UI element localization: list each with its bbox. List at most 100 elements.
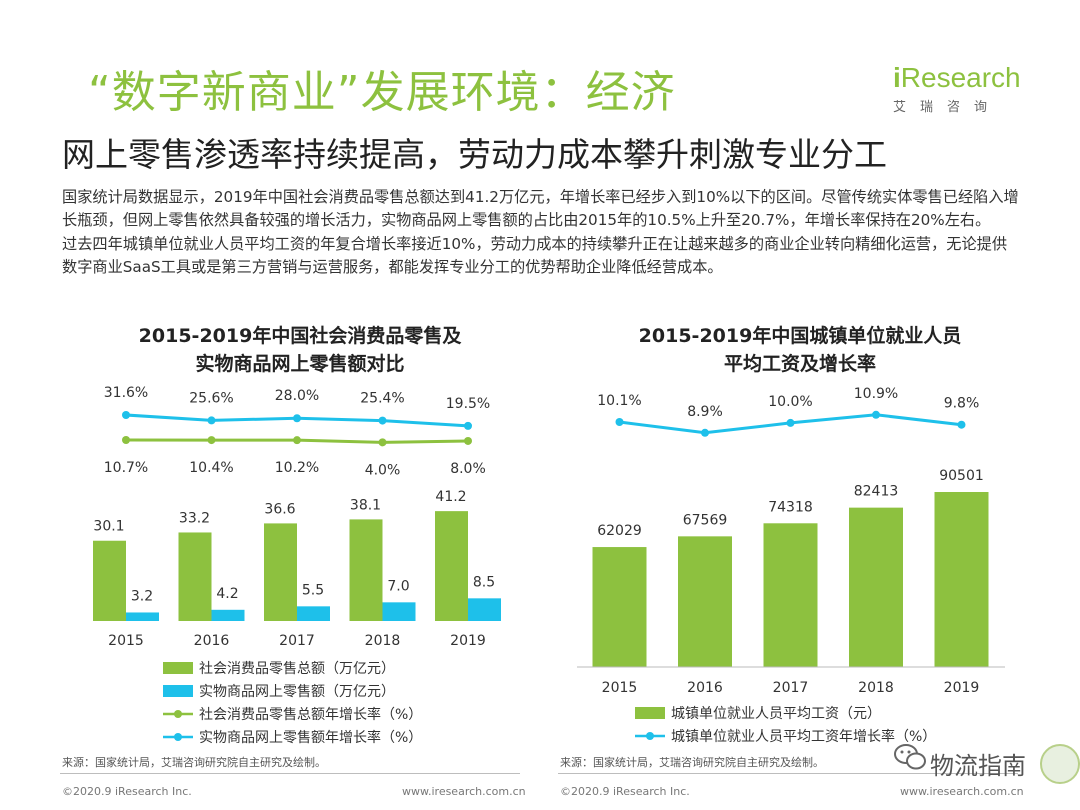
bar-label-online-retail: 5.5 — [302, 582, 324, 598]
bar-label-avg-wage: 82413 — [854, 484, 899, 500]
label-wage-growth: 10.1% — [597, 393, 641, 409]
bar-label-avg-wage: 62029 — [597, 523, 642, 539]
bar-label-retail-total: 33.2 — [179, 510, 210, 526]
bar-label-retail-total: 38.1 — [350, 497, 381, 513]
right-chart-title-line1: 2015-2019年中国城镇单位就业人员 — [638, 325, 962, 347]
legend-label: 实物商品网上零售额（万亿元） — [199, 684, 395, 700]
logo-wordmark: iResearch — [893, 62, 1028, 94]
iresearch-logo: iResearch 艾瑞咨询 — [893, 62, 1028, 124]
bar-online-retail — [468, 598, 501, 621]
bar-retail-total — [349, 519, 383, 621]
bar-label-avg-wage: 74318 — [768, 499, 813, 515]
wechat-icon — [894, 744, 926, 770]
legend-marker — [646, 732, 654, 740]
bar-label-online-retail: 4.2 — [216, 586, 238, 602]
watermark-avatar — [1040, 744, 1080, 784]
bar-label-avg-wage: 90501 — [939, 468, 984, 484]
label-retail-growth: 4.0% — [365, 462, 401, 478]
copyright-left: ©2020.9 iResearch Inc. — [62, 785, 192, 798]
bar-online-retail — [211, 609, 245, 621]
bar-avg-wage — [934, 492, 989, 667]
label-online-growth: 19.5% — [446, 396, 490, 412]
x-tick-label: 2017 — [773, 680, 809, 696]
label-retail-growth: 10.7% — [104, 460, 148, 476]
point-retail-growth — [464, 436, 472, 445]
label-wage-growth: 9.8% — [944, 396, 980, 412]
right-chart-title-line2: 平均工资及增长率 — [723, 353, 876, 375]
point-wage-growth — [701, 428, 709, 437]
point-retail-growth — [207, 436, 216, 445]
bar-label-online-retail: 7.0 — [387, 578, 409, 594]
point-retail-growth — [293, 436, 301, 445]
footer-divider-left — [60, 773, 520, 774]
bar-retail-total — [93, 540, 126, 621]
x-tick-label: 2018 — [365, 633, 401, 649]
right-chart-title: 2015-2019年中国城镇单位就业人员 平均工资及增长率 — [560, 322, 1040, 378]
label-online-growth: 31.6% — [104, 385, 148, 401]
label-retail-growth: 8.0% — [450, 461, 486, 477]
point-online-growth — [293, 414, 301, 423]
left-chart: 30.1 3.2 2015 33.2 4.2 2016 36.6 5.5 2017 38.1 7.0… — [93, 385, 501, 746]
legend-label: 城镇单位就业人员平均工资（元） — [671, 706, 881, 722]
bar-label-avg-wage: 67569 — [683, 512, 728, 528]
x-tick-label: 2015 — [108, 633, 144, 649]
bar-online-retail — [126, 612, 159, 621]
logo-chinese-name: 艾瑞咨询 — [893, 100, 1002, 115]
legend-marker — [174, 733, 182, 741]
bar-avg-wage — [763, 523, 818, 667]
legend-swatch — [635, 707, 665, 719]
body-paragraph-1: 国家统计局数据显示，2019年中国社会消费品零售总额达到41.2万亿元，年增长率… — [62, 188, 1019, 230]
label-retail-growth: 10.4% — [189, 460, 233, 476]
page-subtitle: 网上零售渗透率持续提高，劳动力成本攀升刺激专业分工 — [62, 135, 887, 174]
bar-retail-total — [435, 511, 468, 621]
point-online-growth — [378, 416, 387, 425]
bar-online-retail — [297, 606, 330, 621]
legend-label: 社会消费品零售总额年增长率（%） — [199, 706, 422, 723]
body-paragraph-2: 过去四年城镇单位就业人员平均工资的年复合增长率接近10%，劳动力成本的持续攀升正… — [62, 234, 1008, 276]
watermark-text: 物流指南 — [930, 752, 1026, 780]
right-chart-source: 来源：国家统计局，艾瑞咨询研究院自主研究及绘制。 — [560, 756, 824, 769]
x-tick-label: 2016 — [687, 680, 723, 696]
label-retail-growth: 10.2% — [275, 460, 319, 476]
website-right: www.iresearch.com.cn — [900, 785, 1024, 798]
left-chart-source: 来源：国家统计局，艾瑞咨询研究院自主研究及绘制。 — [62, 756, 326, 769]
website-left: www.iresearch.com.cn — [402, 785, 526, 798]
legend-swatch — [163, 662, 193, 674]
legend-label: 实物商品网上零售额年增长率（%） — [199, 729, 422, 746]
label-online-growth: 28.0% — [275, 388, 319, 404]
legend-label: 社会消费品零售总额（万亿元） — [199, 661, 395, 677]
point-wage-growth — [615, 418, 624, 426]
bar-label-online-retail: 8.5 — [473, 574, 495, 590]
point-wage-growth — [872, 410, 880, 419]
x-tick-label: 2016 — [194, 633, 230, 649]
x-tick-label: 2015 — [602, 680, 638, 696]
point-wage-growth — [957, 420, 966, 429]
left-chart-title-line2: 实物商品网上零售额对比 — [195, 353, 405, 375]
x-tick-label: 2017 — [279, 633, 315, 649]
point-online-growth — [207, 416, 216, 425]
bar-avg-wage — [849, 507, 903, 667]
copyright-right: ©2020.9 iResearch Inc. — [560, 785, 690, 798]
logo-wordmark-i: i — [893, 62, 901, 93]
right-chart: 62029 2015 67569 2016 74318 2017 82413 2018 9050… — [577, 386, 1005, 745]
footer-divider-right — [558, 773, 1018, 774]
legend-marker — [174, 710, 182, 718]
point-retail-growth — [122, 436, 130, 444]
label-wage-growth: 10.9% — [854, 386, 898, 402]
bar-label-retail-total: 36.6 — [264, 501, 295, 517]
bar-label-retail-total: 30.1 — [93, 519, 124, 535]
bar-online-retail — [382, 602, 416, 621]
logo-wordmark-rest: Research — [900, 62, 1021, 93]
x-tick-label: 2019 — [450, 633, 486, 649]
label-wage-growth: 10.0% — [768, 394, 812, 410]
point-wage-growth — [786, 418, 795, 427]
point-retail-growth — [378, 438, 387, 447]
legend-swatch — [163, 685, 193, 697]
point-online-growth — [464, 421, 472, 430]
bar-avg-wage — [678, 536, 732, 667]
bar-retail-total — [264, 523, 297, 621]
left-chart-title-line1: 2015-2019年中国社会消费品零售及 — [138, 325, 462, 347]
bar-label-online-retail: 3.2 — [131, 588, 153, 604]
label-online-growth: 25.4% — [360, 391, 404, 407]
x-tick-label: 2018 — [858, 680, 894, 696]
